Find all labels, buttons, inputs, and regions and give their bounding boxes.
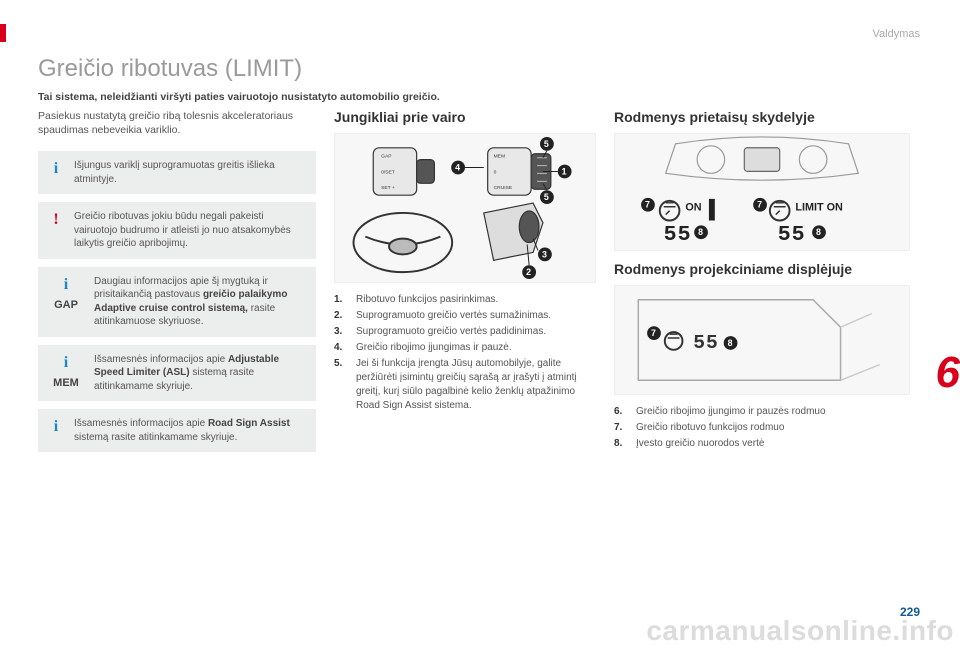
list-item: 1.Ribotuvo funkcijos pasirinkimas.	[334, 293, 596, 307]
stalk-label: 0	[494, 169, 497, 175]
callout: 5	[544, 139, 549, 149]
figure-steering-controls: GAP 0/SET SET + MEM	[334, 133, 596, 283]
column-right: Rodmenys prietaisų skydelyje ON	[614, 109, 910, 460]
note-mem: i MEM Išsamesnės informacijos apie Adjus…	[38, 345, 316, 402]
list-item: 3.Suprogramuoto greičio vertės padidinim…	[334, 325, 596, 339]
note-text: Išsamesnės informacijos apie Road Sign A…	[74, 417, 306, 444]
callout: 7	[757, 200, 762, 210]
note-text: Išjungus variklį suprogramuotas greitis …	[74, 159, 306, 186]
note-text: Daugiau informacijos apie šį mygtuką ir …	[94, 275, 306, 329]
info-icon: i	[64, 275, 68, 293]
callout: 5	[544, 192, 549, 202]
info-icon: i	[46, 417, 66, 435]
page-subtitle: Tai sistema, neleidžianti viršyti paties…	[38, 91, 922, 103]
stalk-label: 0/SET	[381, 169, 395, 175]
figure-hud: 55 7 8	[614, 285, 910, 395]
stalk-label: CRUISE	[494, 185, 513, 191]
gap-label: GAP	[54, 299, 78, 311]
stalk-label: MEM	[494, 154, 505, 160]
callout: 4	[455, 163, 460, 173]
figure-dashboard: ON 55 LIMIT ON 55 7 8 7	[614, 133, 910, 251]
note-prefix: i MEM	[46, 353, 86, 389]
note-text-bold: Road Sign Assist	[208, 418, 290, 429]
hud-speed-value: 55	[693, 332, 719, 354]
list-num: 6.	[614, 405, 628, 419]
callout: 8	[816, 227, 821, 237]
lead-text: Pasiekus nustatytą greičio ribą tolesnis…	[38, 109, 316, 137]
list-item: 4.Greičio ribojimo įjungimas ir pauzė.	[334, 341, 596, 355]
callout: 1	[562, 166, 567, 176]
page-title: Greičio ribotuvas (LIMIT)	[38, 55, 922, 83]
callout: 8	[728, 338, 733, 348]
callout: 7	[645, 200, 650, 210]
mem-label: MEM	[53, 377, 79, 389]
callout: 8	[698, 227, 703, 237]
warning-icon: !	[46, 210, 66, 228]
list-item: 8. Įvesto greičio nuorodos vertė	[614, 437, 910, 451]
dash-heading: Rodmenys prietaisų skydelyje	[614, 109, 910, 125]
note-rsa: i Išsamesnės informacijos apie Road Sign…	[38, 409, 316, 452]
list-num: 8.	[614, 437, 628, 451]
note-text-part: sistemą rasite atitinkamame skyriuje.	[74, 432, 237, 443]
note-gap: i GAP Daugiau informacijos apie šį mygtu…	[38, 267, 316, 337]
accent-tab	[0, 24, 6, 42]
speed-value-right: 55	[778, 223, 806, 247]
list-text: Greičio ribojimo įjungimas ir pauzė.	[356, 341, 512, 355]
list-item: 6. Greičio ribojimo įjungimo ir pauzės ro…	[614, 405, 910, 419]
watermark: carmanualsonline.info	[646, 615, 960, 649]
dashboard-svg: ON 55 LIMIT ON 55 7 8 7	[615, 134, 909, 250]
stalk-label: GAP	[381, 154, 392, 160]
callout: 3	[542, 249, 547, 259]
list-num: 7.	[614, 421, 628, 435]
display-list: 6. Greičio ribojimo įjungimo ir pauzės ro…	[614, 405, 910, 451]
list-item: 7. Greičio ribotuvo funkcijos rodmuo	[614, 421, 910, 435]
list-text: Suprogramuoto greičio vertės padidinimas…	[356, 325, 546, 339]
speed-value-left: 55	[664, 223, 692, 247]
hud-heading: Rodmenys projekciniame displėjuje	[614, 261, 910, 277]
on-label: ON	[685, 202, 701, 214]
callout: 7	[651, 328, 656, 338]
list-text: Ribotuvo funkcijos pasirinkimas.	[356, 293, 498, 307]
list-text: Įvesto greičio nuorodos vertė	[636, 437, 764, 451]
callout: 2	[526, 267, 531, 277]
note-prefix: i GAP	[46, 275, 86, 311]
note-text-part: Išsamesnės informacijos apie	[94, 354, 228, 365]
note-warning: ! Greičio ribotuvas jokiu būdu negali pa…	[38, 202, 316, 259]
section-header: Valdymas	[873, 28, 920, 40]
note-info-1: i Išjungus variklį suprogramuotas greiti…	[38, 151, 316, 194]
list-text: Jei ši funkcija įrengta Jūsų automobilyj…	[356, 357, 596, 413]
chapter-number: 6	[936, 348, 960, 398]
steering-controls-svg: GAP 0/SET SET + MEM	[335, 134, 595, 282]
list-item: 5.Jei ši funkcija įrengta Jūsų automobil…	[334, 357, 596, 413]
info-icon: i	[46, 159, 66, 177]
note-text: Greičio ribotuvas jokiu būdu negali pake…	[74, 210, 306, 251]
column-left: Pasiekus nustatytą greičio ribą tolesnis…	[38, 109, 316, 460]
list-item: 2.Suprogramuoto greičio vertės sumažinim…	[334, 309, 596, 323]
limit-on-label: LIMIT ON	[795, 202, 843, 214]
controls-list: 1.Ribotuvo funkcijos pasirinkimas. 2.Sup…	[334, 293, 596, 413]
list-text: Greičio ribojimo įjungimo ir pauzės rodm…	[636, 405, 826, 419]
hud-svg: 55 7 8	[615, 286, 909, 394]
stalk-label: SET +	[381, 185, 395, 191]
note-text-part: Išsamesnės informacijos apie	[74, 418, 208, 429]
column-middle: Jungikliai prie vairo GAP 0/SET SET +	[334, 109, 596, 460]
note-text: Išsamesnės informacijos apie Adjustable …	[94, 353, 306, 394]
list-text: Suprogramuoto greičio vertės sumažinimas…	[356, 309, 551, 323]
list-text: Greičio ribotuvo funkcijos rodmuo	[636, 421, 784, 435]
info-icon: i	[64, 353, 68, 371]
steering-heading: Jungikliai prie vairo	[334, 109, 596, 125]
page-content: Greičio ribotuvas (LIMIT) Tai sistema, n…	[38, 55, 922, 460]
